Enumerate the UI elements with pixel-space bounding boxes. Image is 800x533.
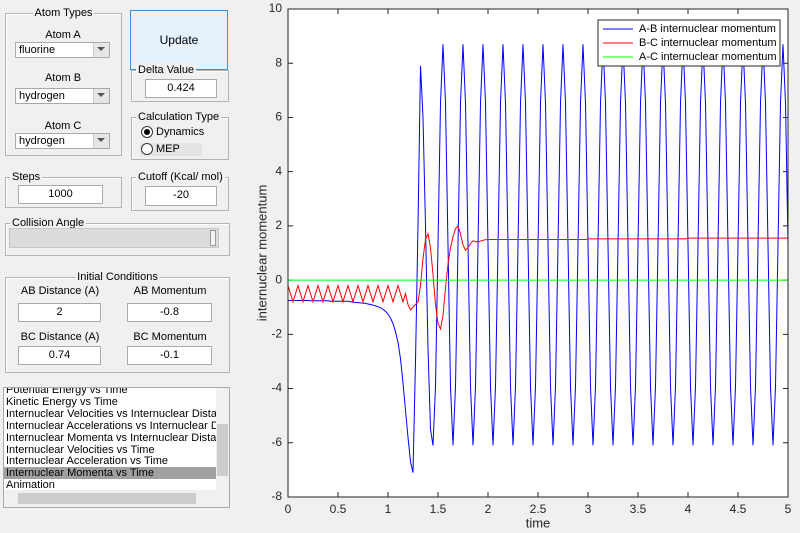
collision-angle-group: Collision Angle [5,216,230,256]
atom-b-label: Atom B [44,72,82,84]
x-axis-label: time [526,515,551,530]
radio-circle [141,143,153,155]
vertical-scrollbar[interactable] [216,388,229,490]
angle-slider[interactable] [9,228,219,248]
atom-b-dropdown[interactable]: hydrogen [15,88,110,104]
x-tick-label: 4 [685,502,692,516]
atom-c-label: Atom C [44,120,82,132]
steps-group: Steps [5,170,122,208]
group-title: Steps [10,170,43,184]
scroll-thumb[interactable] [18,493,196,504]
bc-distance-label: BC Distance (A) [20,331,100,343]
x-tick-label: 5 [785,502,792,516]
axes-box [287,8,789,498]
y-tick-label: -4 [271,381,282,395]
bc-momentum-label: BC Momentum [133,331,207,343]
list-item[interactable]: Internuclear Momenta vs Time [4,467,216,480]
steps-input[interactable]: 1000 [18,185,103,204]
radio-option[interactable]: MEP [141,143,180,155]
y-tick-label: 2 [275,218,282,232]
radio-circle [141,126,153,138]
dropdown-value: hydrogen [19,135,65,147]
initial-conditions-group: Initial Conditions [5,270,230,373]
group-title: Collision Angle [10,216,87,230]
atom-a-label: Atom A [45,29,81,41]
series-line [288,44,788,473]
radio-label: Dynamics [156,126,205,138]
legend-label: B-C internuclear momentum [639,37,777,49]
cutoff-input[interactable]: -20 [145,186,217,206]
x-tick-label: 2 [485,502,492,516]
series-line [288,224,788,331]
update-button[interactable]: Update [130,10,228,70]
legend-label: A-C internuclear momentum [639,51,777,63]
x-tick-label: 3 [585,502,592,516]
y-tick-label: -8 [271,489,282,503]
list-item[interactable]: Internuclear Momenta vs Internuclear Dis… [6,431,216,444]
y-tick-label: 4 [275,164,282,178]
x-tick-label: 0 [285,502,292,516]
y-tick-label: 0 [275,272,282,286]
slider-thumb[interactable] [210,230,216,246]
ab-distance-input[interactable]: 2 [18,303,101,322]
bc-momentum-input[interactable]: -0.1 [127,346,212,365]
group-title: Calculation Type [136,110,222,124]
ab-distance-label: AB Distance (A) [20,285,100,297]
y-axis-label: internuclear momentum [254,185,269,322]
x-tick-label: 4.5 [730,502,747,516]
dropdown-value: fluorine [19,44,56,56]
chart: -8 -6 -4 -2 0 2 4 6 8 10 0 0.5 1 1.5 2 2.5 3 3.5 4 4.5 5 time… [254,1,792,530]
cutoff-group: Cutoff (Kcal/ mol) [131,170,229,211]
delta-value-input[interactable]: 0.424 [145,79,217,98]
list-item[interactable]: Kinetic Energy vs Time [6,395,118,408]
x-tick-label: 3.5 [630,502,647,516]
lines [288,44,788,473]
y-tick-label: 10 [269,1,283,15]
scroll-thumb[interactable] [217,424,228,476]
legend-label: A-B internuclear momentum [639,23,776,35]
delta-value-group: Delta Value [131,63,229,102]
list-item[interactable]: Internuclear Velocities vs Time [6,443,155,456]
x-tick-label: 0.5 [330,502,347,516]
dropdown-value: hydrogen [19,90,65,102]
group-title: Initial Conditions [75,270,160,284]
group-title: Cutoff (Kcal/ mol) [136,170,225,184]
list-item[interactable]: Potential Energy vs Time [6,387,128,396]
calculation-type-group: Calculation Type [131,110,229,160]
list-item[interactable]: Animation [6,479,55,492]
atom-c-dropdown[interactable]: hydrogen [15,133,110,149]
plot-listbox[interactable]: Animation Internuclear Momenta vs Time Int… [3,387,230,508]
list-item[interactable]: Internuclear Acceleration vs Time [6,455,169,468]
x-tick-label: 1 [385,502,392,516]
bc-distance-input[interactable]: 0.74 [18,346,101,365]
atom-types-group: Atom Types [5,6,122,156]
ab-momentum-input[interactable]: -0.8 [127,303,212,322]
ab-momentum-label: AB Momentum [133,285,207,297]
group-title: Atom Types [32,6,95,20]
x-tick-label: 1.5 [430,502,447,516]
y-tick-label: -2 [271,327,282,341]
x-tick-label: 2.5 [530,502,547,516]
radio-option[interactable]: Dynamics [141,126,204,138]
list-item[interactable]: Internuclear Accelerations vs Internucle… [6,419,216,432]
y-tick-label: 8 [275,55,282,69]
y-tick-label: 6 [275,110,282,124]
list-item[interactable]: Internuclear Velocities vs Internuclear … [6,407,216,420]
atom-a-dropdown[interactable]: fluorine [15,42,110,58]
radio-shade [140,143,202,156]
radio-label: MEP [156,143,180,155]
y-tick-label: -6 [271,435,282,449]
group-title: Delta Value [136,63,197,77]
horizontal-scrollbar[interactable] [4,490,229,507]
